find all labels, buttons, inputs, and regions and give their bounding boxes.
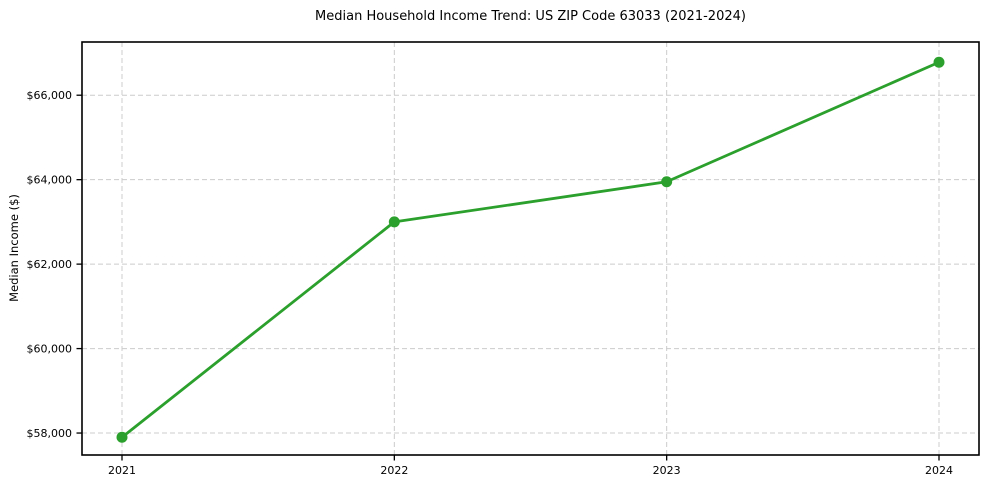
y-tick-label: $66,000: [27, 89, 73, 102]
chart-title: Median Household Income Trend: US ZIP Co…: [315, 9, 746, 24]
y-tick-label: $62,000: [27, 258, 73, 271]
x-tick-label: 2021: [108, 464, 136, 477]
data-point-2024: [933, 56, 945, 68]
data-point-2021: [116, 431, 128, 443]
y-axis-label: Median Income ($): [7, 194, 21, 302]
x-tick-label: 2023: [653, 464, 681, 477]
data-point-2023: [661, 176, 673, 188]
y-tick-label: $64,000: [27, 174, 73, 187]
x-tick-label: 2022: [380, 464, 408, 477]
y-tick-label: $60,000: [27, 343, 73, 356]
data-point-2022: [388, 216, 400, 228]
plot-frame: [81, 41, 980, 456]
x-tick-label: 2024: [925, 464, 953, 477]
income-line-series: [120, 60, 941, 439]
y-tick-label: $58,000: [27, 427, 73, 440]
